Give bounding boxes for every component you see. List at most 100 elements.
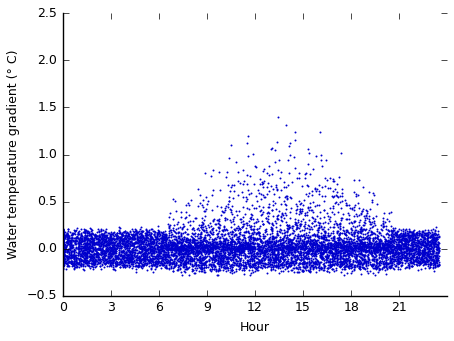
Point xyxy=(190,258,197,264)
Point xyxy=(108,240,115,246)
Point xyxy=(108,254,115,260)
Point xyxy=(186,244,193,250)
Point xyxy=(97,242,104,247)
Point xyxy=(65,260,73,265)
Point xyxy=(183,246,190,251)
Point xyxy=(274,216,281,221)
Point xyxy=(282,235,290,241)
Point xyxy=(399,243,406,249)
Point xyxy=(345,245,352,250)
Point xyxy=(85,248,93,253)
Point xyxy=(354,242,361,248)
Point xyxy=(385,241,393,247)
Point xyxy=(364,248,371,254)
Point xyxy=(330,258,337,264)
Point xyxy=(79,244,87,250)
Point xyxy=(197,265,204,271)
Point xyxy=(381,261,388,267)
Point xyxy=(383,244,390,250)
Point xyxy=(415,248,422,254)
Point xyxy=(269,264,276,270)
Point xyxy=(329,195,336,200)
Point xyxy=(257,251,264,256)
Point xyxy=(353,238,360,244)
Point xyxy=(301,249,308,255)
Point xyxy=(416,241,424,247)
Point xyxy=(387,240,395,246)
Point xyxy=(59,240,66,246)
Point xyxy=(175,246,182,251)
Point xyxy=(320,249,327,254)
Point xyxy=(386,251,393,256)
Point xyxy=(227,238,235,244)
Point xyxy=(210,263,217,268)
Point xyxy=(318,226,326,231)
Point xyxy=(181,236,188,242)
Point xyxy=(326,175,334,181)
Point xyxy=(294,233,301,239)
Point xyxy=(328,245,335,251)
Point xyxy=(159,248,166,253)
Point xyxy=(80,229,88,235)
Point xyxy=(293,246,301,251)
Point xyxy=(59,238,66,243)
Point xyxy=(265,248,272,254)
Point xyxy=(80,253,88,258)
Point xyxy=(306,239,314,244)
Point xyxy=(68,259,75,264)
Point xyxy=(106,240,113,246)
Point xyxy=(102,236,109,241)
Point xyxy=(361,236,368,241)
Point xyxy=(59,244,66,250)
Point xyxy=(59,254,66,259)
Point xyxy=(59,230,66,236)
Point xyxy=(211,267,218,272)
Point xyxy=(74,244,81,250)
Point xyxy=(211,263,218,268)
Point xyxy=(408,260,415,265)
Point xyxy=(88,243,95,249)
Point xyxy=(424,262,432,267)
Point xyxy=(308,260,315,265)
Point xyxy=(288,205,295,211)
Point xyxy=(61,232,68,237)
Point xyxy=(282,245,289,250)
Point xyxy=(276,245,284,250)
Point xyxy=(129,263,136,269)
Point xyxy=(190,253,197,258)
Point xyxy=(411,258,418,264)
Point xyxy=(351,259,358,264)
Point xyxy=(118,234,126,239)
Point xyxy=(65,234,72,240)
Point xyxy=(367,246,374,251)
Point xyxy=(329,243,336,249)
Point xyxy=(63,258,70,264)
Point xyxy=(259,244,266,249)
Point xyxy=(235,266,242,271)
Point xyxy=(338,242,345,248)
Point xyxy=(370,248,378,253)
Point xyxy=(94,254,101,260)
Point xyxy=(429,237,436,243)
Point xyxy=(302,243,309,249)
Point xyxy=(360,236,368,241)
Point xyxy=(223,242,231,248)
Point xyxy=(297,246,304,251)
Point xyxy=(64,233,72,239)
Point xyxy=(361,217,369,222)
Point xyxy=(86,264,93,269)
Point xyxy=(247,243,254,248)
Point xyxy=(153,263,161,269)
Point xyxy=(388,250,395,256)
Point xyxy=(307,247,314,252)
Point xyxy=(240,221,247,227)
Point xyxy=(327,244,335,250)
Point xyxy=(325,240,332,246)
Point xyxy=(384,234,391,239)
Point xyxy=(88,244,95,250)
Point xyxy=(92,258,99,263)
Point xyxy=(409,232,416,238)
Point xyxy=(186,261,193,266)
Point xyxy=(138,252,146,257)
Point xyxy=(273,216,280,221)
